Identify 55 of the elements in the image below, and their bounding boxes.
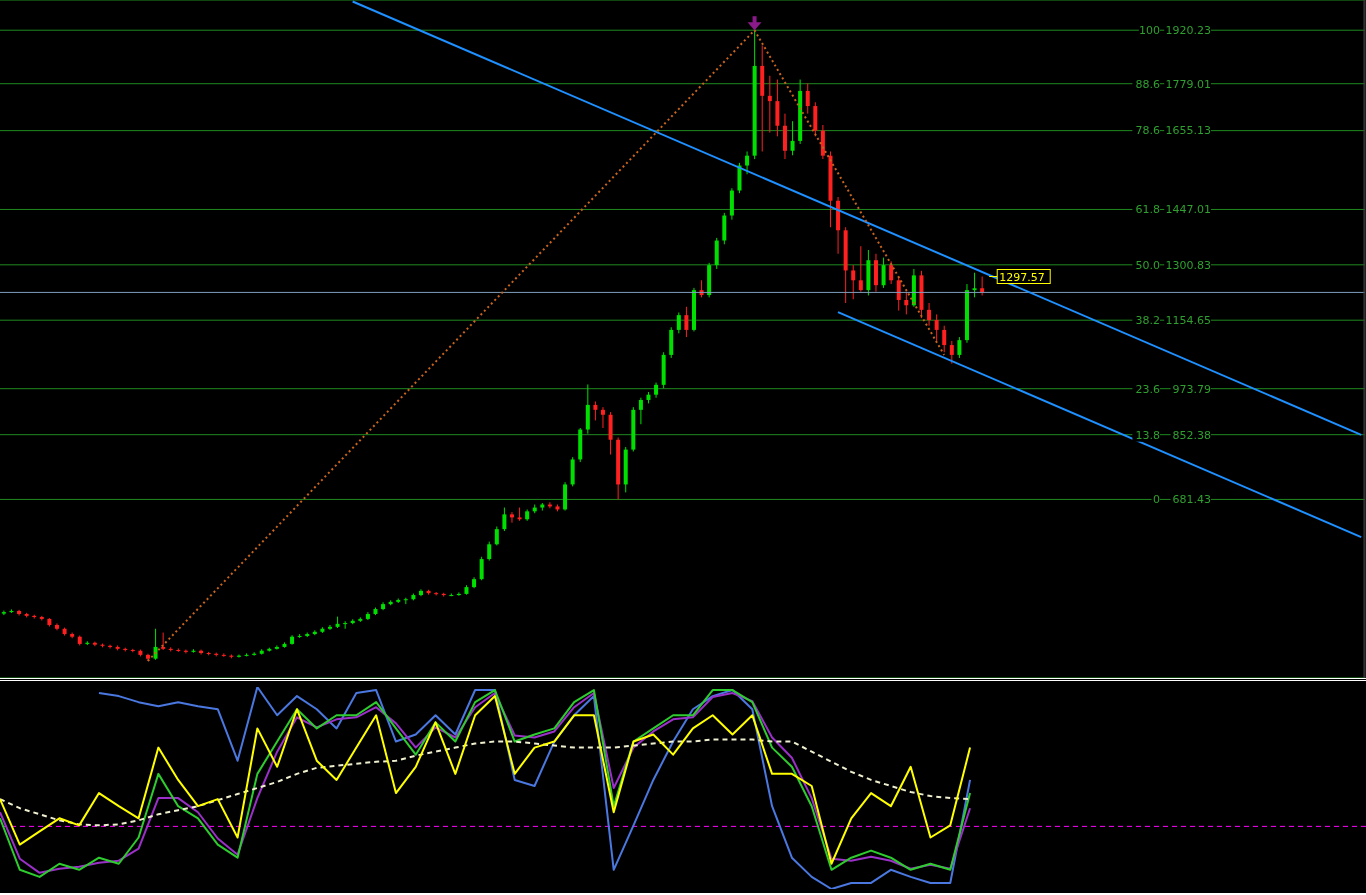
candlestick bbox=[221, 652, 226, 658]
candlestick bbox=[676, 311, 681, 334]
candlestick bbox=[327, 624, 332, 631]
y2-tick-label: 50.0 bbox=[1135, 258, 1160, 272]
candlestick bbox=[942, 325, 947, 353]
candlestick bbox=[904, 291, 909, 315]
y2-tick-label: 61.8 bbox=[1135, 203, 1160, 217]
candlestick bbox=[851, 264, 856, 300]
candlestick bbox=[767, 75, 772, 134]
candlestick bbox=[896, 276, 901, 312]
candlestick bbox=[949, 340, 954, 365]
candlestick bbox=[927, 302, 932, 327]
candlestick bbox=[487, 541, 492, 562]
candlestick bbox=[638, 397, 643, 425]
candlestick bbox=[17, 609, 22, 616]
y-tick-label: 1300.83 bbox=[1165, 258, 1211, 272]
candlestick bbox=[858, 245, 863, 293]
candlestick bbox=[889, 260, 894, 285]
candlestick bbox=[972, 272, 977, 298]
y-tick-label: 973.79 bbox=[1172, 382, 1211, 396]
candlestick bbox=[479, 556, 484, 581]
y-tick-label: 852.38 bbox=[1172, 428, 1211, 442]
candlestick bbox=[593, 401, 598, 421]
candlestick bbox=[934, 313, 939, 342]
candlestick bbox=[161, 632, 166, 651]
candlestick bbox=[745, 151, 750, 175]
candlestick bbox=[600, 406, 605, 429]
y2-tick-label: 38.2 bbox=[1135, 314, 1160, 328]
candlestick bbox=[957, 336, 962, 359]
y2-tick-label: 88.6 bbox=[1135, 77, 1160, 91]
candlestick bbox=[494, 525, 499, 546]
candlestick bbox=[509, 511, 514, 524]
y-tick-label: 1447.01 bbox=[1165, 203, 1211, 217]
y2-tick-label: 0 bbox=[1153, 493, 1160, 507]
candlestick bbox=[343, 620, 348, 630]
y-tick-label: 1779.01 bbox=[1165, 77, 1211, 91]
candlestick bbox=[274, 644, 279, 651]
candlestick bbox=[684, 306, 689, 338]
y-tick-label: 1154.65 bbox=[1165, 314, 1211, 328]
candlestick bbox=[153, 628, 158, 661]
y2-tick-label: 13.8 bbox=[1135, 428, 1160, 442]
candlestick bbox=[805, 82, 810, 115]
y2-tick-label: 78.6 bbox=[1135, 124, 1160, 138]
candlestick bbox=[881, 257, 886, 289]
candlestick bbox=[980, 276, 985, 296]
annotation: 1297.57 bbox=[999, 270, 1045, 284]
y-tick-label: 1920.23 bbox=[1165, 24, 1211, 38]
candlestick bbox=[502, 507, 507, 532]
y2-tick-label: 23.6 bbox=[1135, 382, 1160, 396]
y-tick-label: 1655.13 bbox=[1165, 124, 1211, 138]
y-tick-label: 681.43 bbox=[1172, 493, 1211, 507]
candlestick bbox=[176, 647, 181, 653]
y2-tick-label: 100 bbox=[1139, 24, 1160, 38]
candlestick bbox=[790, 120, 795, 156]
candlestick bbox=[434, 591, 439, 596]
